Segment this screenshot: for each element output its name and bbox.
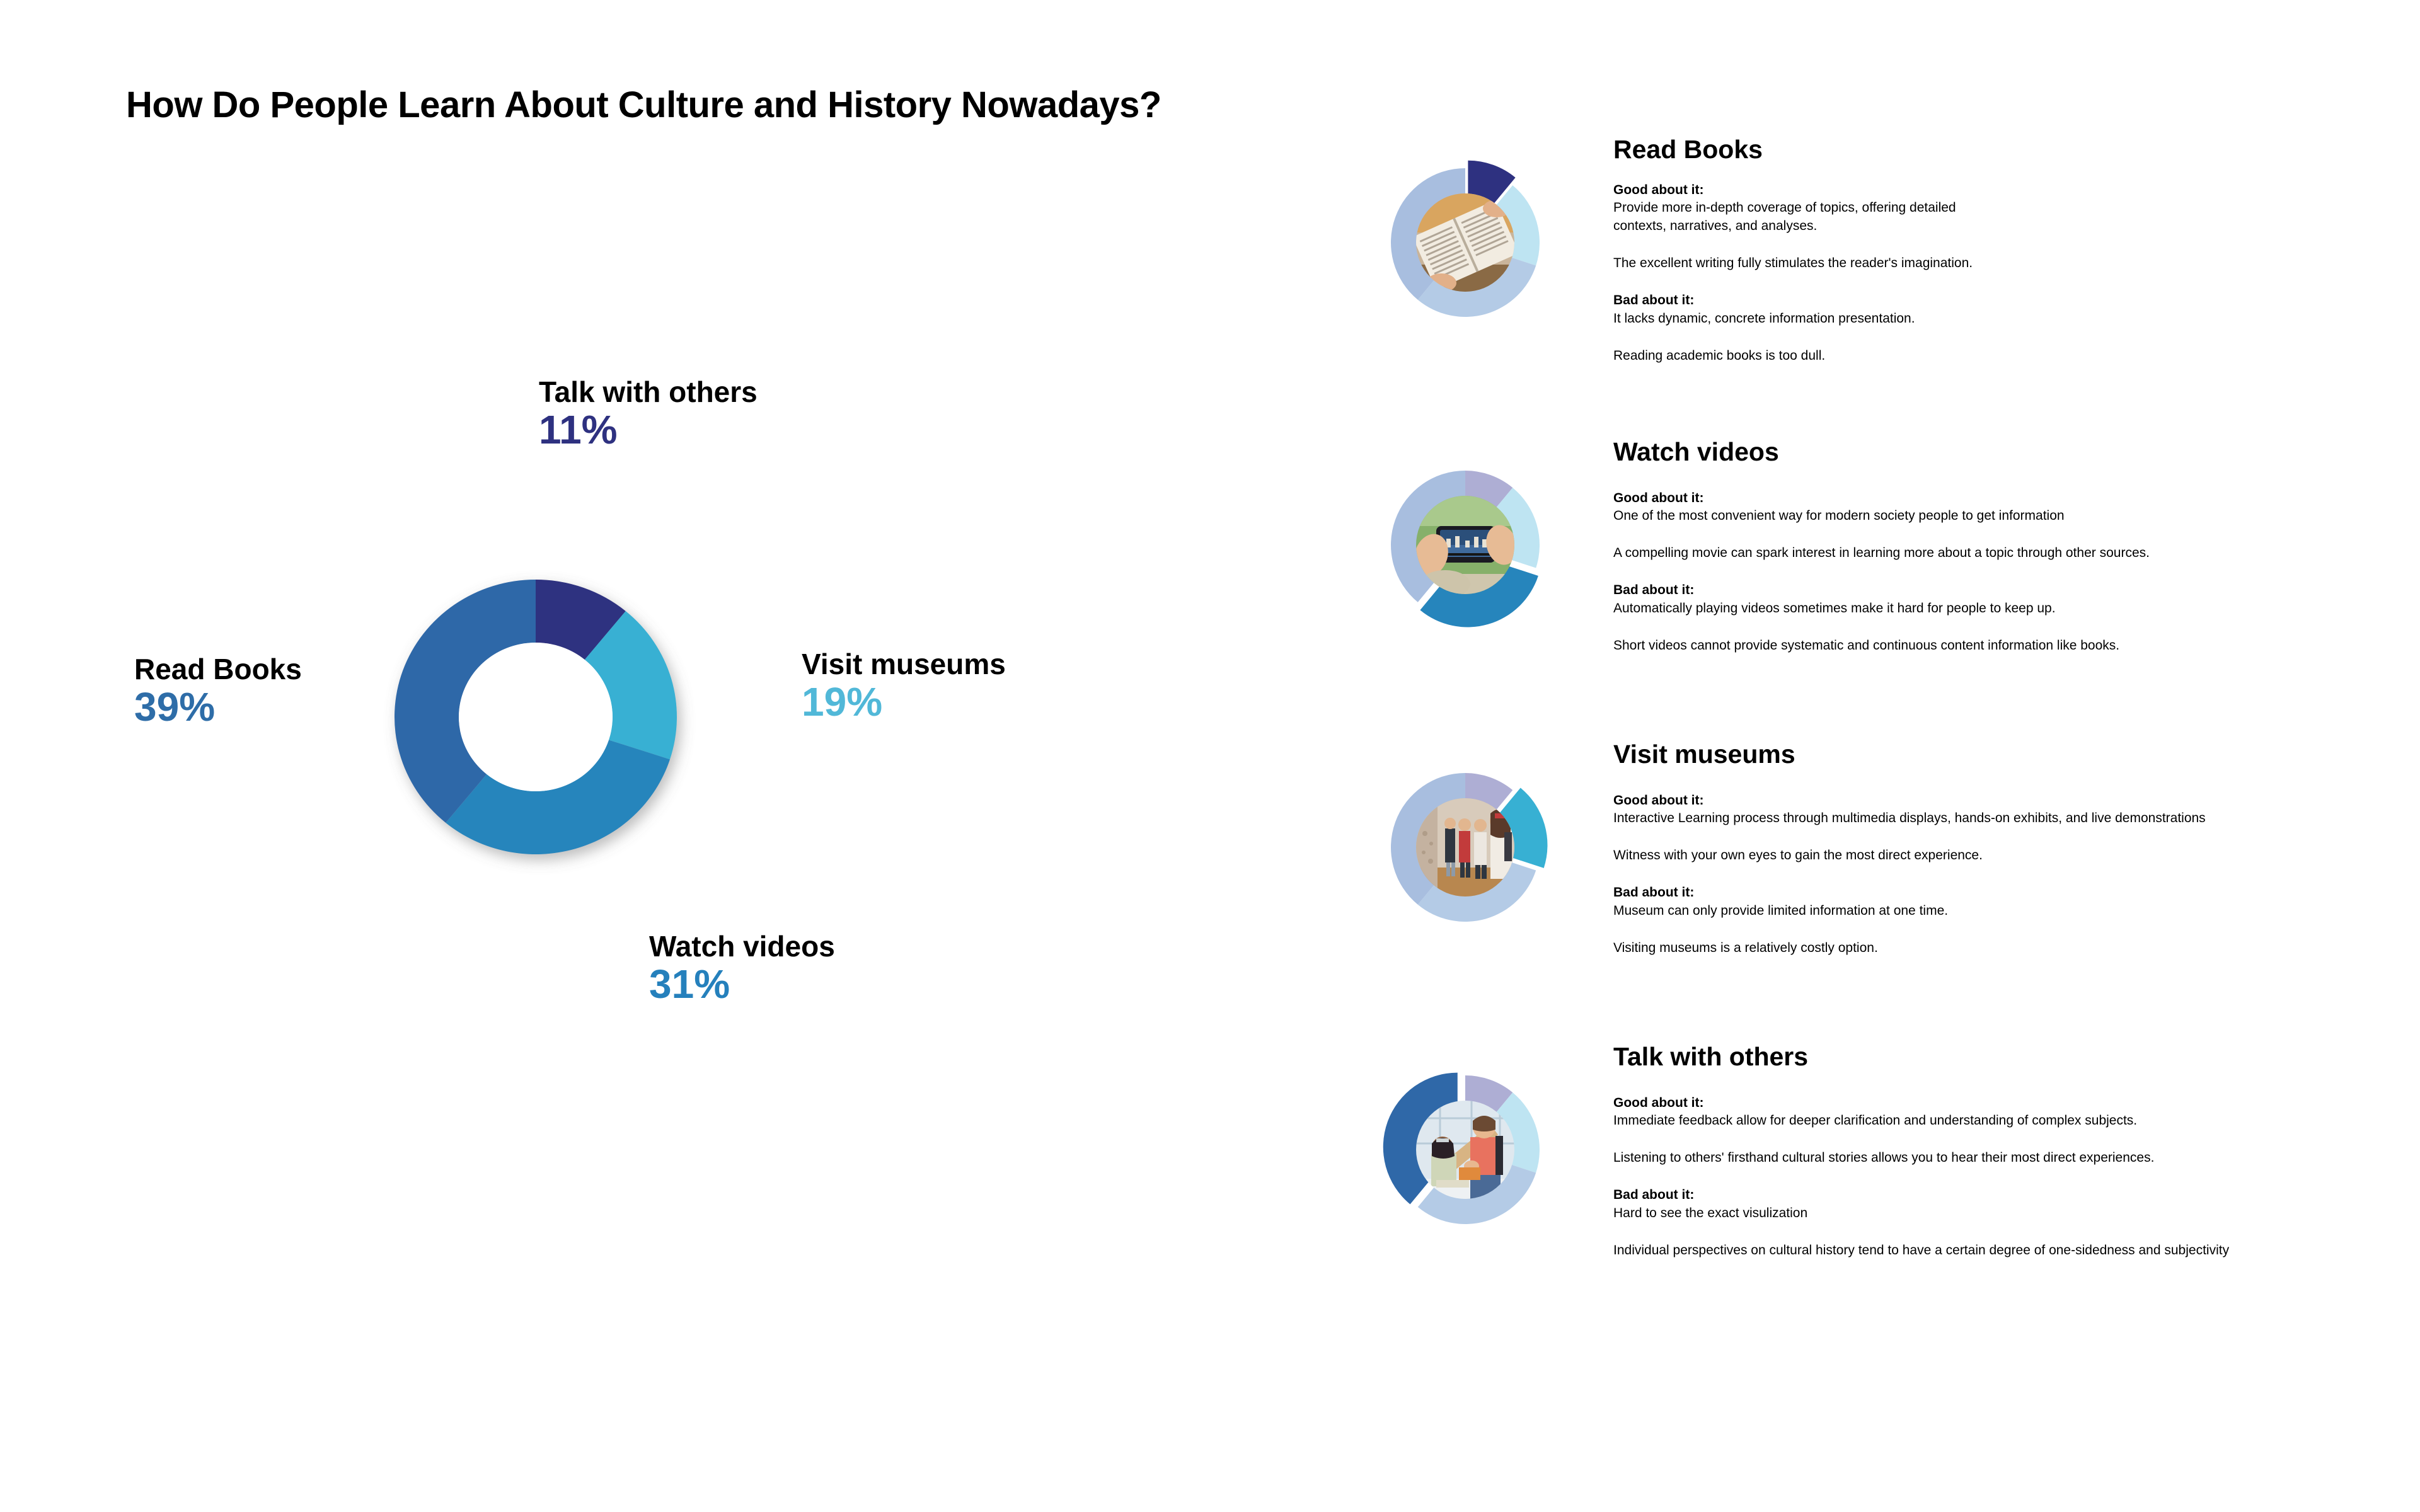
museum-visitors-photo xyxy=(1416,798,1514,896)
donut-hole xyxy=(459,643,613,791)
bad-point-2: Short videos cannot provide systematic a… xyxy=(1613,638,2120,653)
good-point-1: Immediate feedback allow for deeper clar… xyxy=(1613,1113,2138,1128)
detail-card-read-books: Read Books Good about it: Provide more i… xyxy=(1371,135,2354,438)
chart-label-talk-with-others: Talk with others 11% xyxy=(539,377,758,454)
chart-label-visit-museums: Visit museums 19% xyxy=(802,649,1006,726)
mini-donut-svg xyxy=(1383,1072,1540,1224)
phone-video-photo xyxy=(1416,496,1514,594)
bad-label: Bad about it: xyxy=(1613,1188,1695,1203)
chart-label-name: Watch videos xyxy=(649,930,835,963)
good-point-2: Listening to others' firsthand cultural … xyxy=(1613,1150,2155,1166)
detail-cards-column: Read Books Good about it: Provide more i… xyxy=(1371,135,2354,1345)
chart-label-watch-videos: Watch videos 31% xyxy=(649,931,835,1008)
bad-label: Bad about it: xyxy=(1613,885,1695,900)
bad-point-2: Visiting museums is a relatively costly … xyxy=(1613,940,1878,955)
donut-slice xyxy=(584,611,677,760)
chart-label-name: Read Books xyxy=(134,653,302,685)
bad-point-1: It lacks dynamic, concrete information p… xyxy=(1613,311,1915,326)
good-point-1: One of the most convenient way for moder… xyxy=(1613,508,2065,524)
detail-card-talk-with-others: Talk with others Good about it: Immediat… xyxy=(1371,1042,2354,1345)
mini-donut-talk-with-others xyxy=(1371,1055,1560,1244)
good-label: Good about it: xyxy=(1613,491,1704,506)
card-title: Talk with others xyxy=(1613,1042,1809,1071)
detail-card-watch-videos: Watch videos Good about it: One of the m… xyxy=(1371,437,2354,740)
bad-point-1: Hard to see the exact visulization xyxy=(1613,1205,1808,1220)
students-talking-photo xyxy=(1416,1101,1514,1199)
mini-donut-svg xyxy=(1391,773,1548,922)
chart-label-percent: 39% xyxy=(134,684,216,730)
bad-label: Bad about it: xyxy=(1613,293,1695,308)
good-point-1: Provide more in-depth coverage of topics… xyxy=(1613,200,1956,215)
card-body: Visit museums Good about it: Interactive… xyxy=(1613,740,2344,958)
chart-label-name: Talk with others xyxy=(539,375,758,408)
bad-point-2: Individual perspectives on cultural hist… xyxy=(1613,1242,2230,1257)
donut-slice xyxy=(395,580,536,823)
mini-donut-visit-museums xyxy=(1371,753,1560,942)
good-point-2: Witness with your own eyes to gain the m… xyxy=(1613,848,1983,863)
chart-label-percent: 11% xyxy=(539,407,618,453)
bad-point-1: Automatically playing videos sometimes m… xyxy=(1613,600,2056,616)
detail-card-visit-museums: Visit museums Good about it: Interactive… xyxy=(1371,740,2354,1043)
page-title: How Do People Learn About Culture and Hi… xyxy=(126,84,1161,125)
card-title: Read Books xyxy=(1613,135,1763,164)
card-title: Watch videos xyxy=(1613,437,1779,466)
chart-label-read-books: Read Books 39% xyxy=(134,654,302,731)
card-body: Watch videos Good about it: One of the m… xyxy=(1613,437,2344,655)
mini-donut-watch-videos xyxy=(1371,450,1560,639)
bad-point-1: Museum can only provide limited informat… xyxy=(1613,903,1949,918)
donut-segments xyxy=(395,580,677,854)
chart-label-percent: 19% xyxy=(802,679,883,725)
donut-svg xyxy=(395,580,677,854)
main-donut-chart xyxy=(306,498,766,939)
mini-donut-svg xyxy=(1391,471,1540,627)
good-point-1b: contexts, narratives, and analyses. xyxy=(1613,219,1818,234)
card-body: Read Books Good about it: Provide more i… xyxy=(1613,135,2344,365)
mini-donut-svg xyxy=(1391,160,1540,317)
bad-label: Bad about it: xyxy=(1613,583,1695,598)
good-point-2: A compelling movie can spark interest in… xyxy=(1613,546,2150,561)
bad-point-2: Reading academic books is too dull. xyxy=(1613,348,1826,363)
chart-label-percent: 31% xyxy=(649,961,730,1007)
card-title: Visit museums xyxy=(1613,740,1795,769)
good-label: Good about it: xyxy=(1613,1096,1704,1111)
card-body: Talk with others Good about it: Immediat… xyxy=(1613,1042,2344,1260)
good-label: Good about it: xyxy=(1613,183,1704,198)
good-label: Good about it: xyxy=(1613,793,1704,808)
chart-label-name: Visit museums xyxy=(802,648,1006,680)
good-point-2: The excellent writing fully stimulates t… xyxy=(1613,256,1973,271)
mini-donut-read-books xyxy=(1371,148,1560,337)
donut-slice xyxy=(536,580,626,660)
good-point-1: Interactive Learning process through mul… xyxy=(1613,811,2206,826)
donut-slice xyxy=(446,740,671,854)
